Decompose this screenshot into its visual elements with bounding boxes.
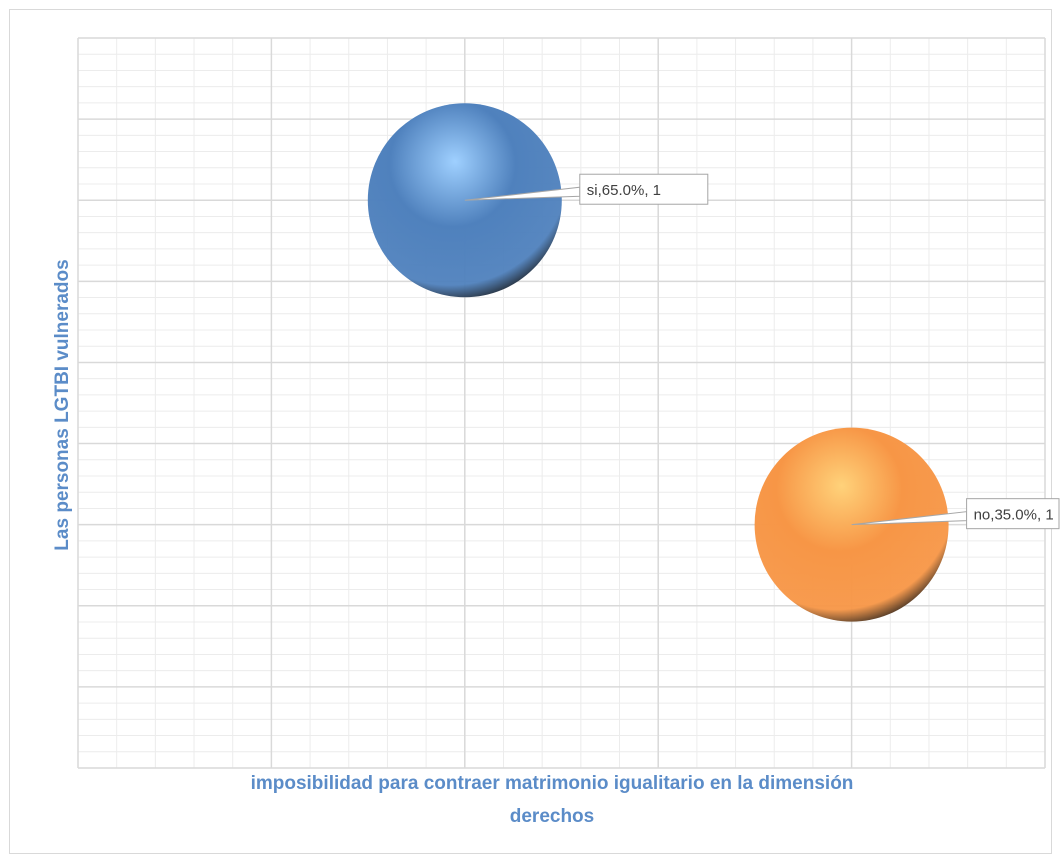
data-label-no: no,35.0%, 1 <box>974 507 1054 524</box>
data-label-box-si <box>579 173 709 205</box>
major-gridlines <box>77 37 1046 769</box>
x-axis-title-line-2: derechos <box>510 806 594 827</box>
minor-gridlines <box>78 38 1045 768</box>
y-axis-title: Las personas LGTBI vulnerados <box>52 259 73 550</box>
data-label-box-no <box>966 498 1060 530</box>
x-axis-title-line-1: imposibilidad para contraer matrimonio i… <box>251 773 854 794</box>
data-labels: si,65.0%, 1 no,35.0%, 1 <box>464 173 1060 530</box>
data-label-si: si,65.0%, 1 <box>587 182 661 199</box>
chart-frame <box>9 9 1052 854</box>
